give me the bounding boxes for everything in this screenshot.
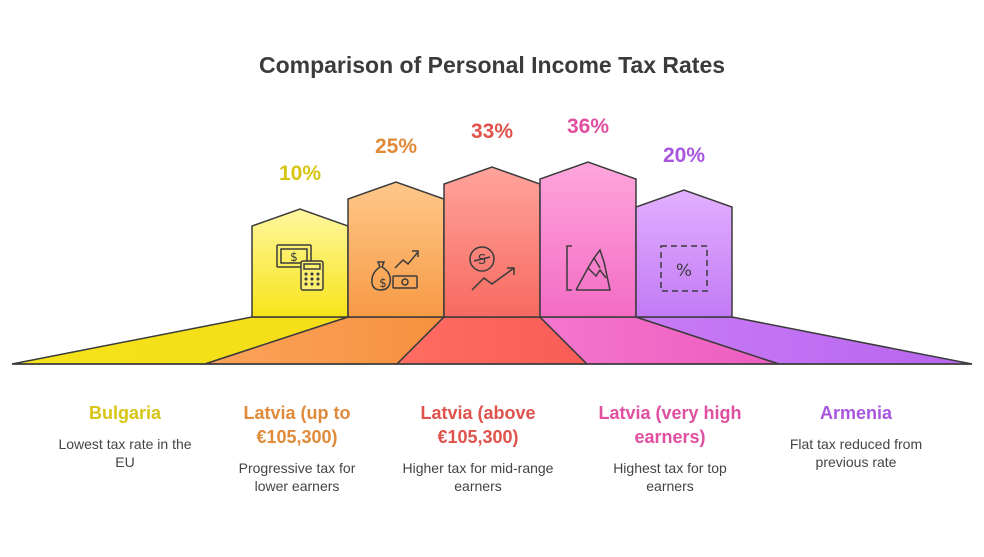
money-bag-growth-icon: $ (371, 250, 419, 291)
tower-latvia-mid (443, 166, 541, 318)
rate-label-latvia-low: 25% (374, 135, 418, 158)
percent-box-icon: % (660, 245, 708, 292)
tower-latvia-high (539, 161, 637, 318)
label-latvia-high: Latvia (very high earners) Highest tax f… (585, 401, 755, 495)
country-name: Latvia (very high earners) (598, 403, 742, 447)
tower-latvia-low (347, 181, 445, 318)
country-description: Flat tax reduced from previous rate (789, 436, 923, 470)
label-latvia-low: Latvia (up to €105,300) Progressive tax … (212, 401, 382, 495)
page-title: Comparison of Personal Income Tax Rates (258, 52, 726, 78)
rate-label-latvia-mid: 33% (470, 120, 514, 143)
country-name: Latvia (up to €105,300) (243, 403, 351, 447)
tower-armenia (635, 189, 733, 318)
label-latvia-mid: Latvia (above €105,300) Higher tax for m… (393, 401, 563, 495)
country-name: Latvia (above €105,300) (420, 403, 536, 447)
country-description: Progressive tax for lower earners (238, 460, 356, 494)
country-name: Bulgaria (88, 403, 162, 423)
label-bulgaria: Bulgaria Lowest tax rate in the EU (40, 401, 210, 471)
coin-trend-up-icon: S (469, 246, 515, 291)
country-description: Highest tax for top earners (613, 460, 727, 494)
svg-text:$: $ (290, 250, 298, 264)
country-description: Lowest tax rate in the EU (58, 436, 192, 470)
svg-text:S: S (478, 253, 486, 268)
rate-label-armenia: 20% (662, 144, 706, 167)
country-description: Higher tax for mid-range earners (402, 460, 554, 494)
country-name: Armenia (819, 403, 893, 423)
mountain-peak-icon (566, 245, 611, 291)
svg-text:%: % (676, 261, 692, 281)
rate-label-bulgaria: 10% (278, 162, 322, 185)
svg-text:$: $ (379, 276, 387, 290)
rate-label-latvia-high: 36% (566, 115, 610, 138)
money-calculator-icon: $ (276, 244, 324, 291)
label-armenia: Armenia Flat tax reduced from previous r… (771, 401, 941, 471)
